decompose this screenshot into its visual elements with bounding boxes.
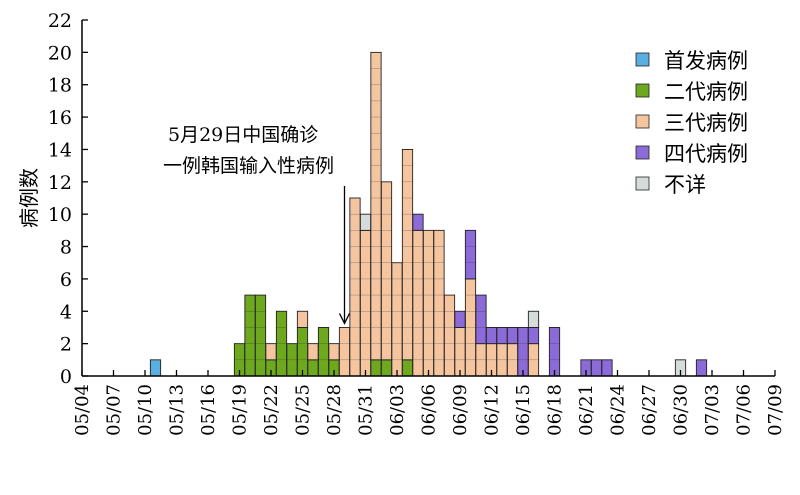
bar-segment-series-3 bbox=[695, 359, 708, 377]
bar-segment-series-2 bbox=[443, 294, 456, 377]
x-tick-label: 07/06 bbox=[734, 384, 755, 436]
bar-segment-series-2 bbox=[338, 327, 351, 377]
bar-segment-series-2 bbox=[380, 181, 393, 361]
bar-segment-series-3 bbox=[485, 327, 498, 345]
x-tick-label: 06/09 bbox=[450, 384, 471, 436]
bar-segment-series-3 bbox=[527, 327, 540, 345]
bar-segment-series-3 bbox=[464, 229, 477, 280]
bar-segment-series-3 bbox=[548, 327, 561, 377]
bar-segment-series-3 bbox=[590, 359, 603, 377]
bar-segment-series-3 bbox=[454, 310, 466, 328]
bar-segment-series-3 bbox=[475, 294, 487, 345]
bar-segment-series-2 bbox=[349, 197, 361, 377]
legend-swatch bbox=[635, 52, 650, 67]
y-tick-label: 2 bbox=[60, 334, 72, 356]
legend-label: 四代病例 bbox=[664, 142, 748, 166]
bar-segment-series-2 bbox=[265, 343, 277, 361]
legend-label: 二代病例 bbox=[664, 80, 748, 104]
bar-segment-series-2 bbox=[370, 51, 382, 361]
x-tick-label: 06/24 bbox=[608, 384, 629, 436]
bar-segment-series-1 bbox=[307, 359, 319, 377]
bar-segment-series-2 bbox=[401, 149, 414, 361]
bar-segment-series-3 bbox=[506, 327, 519, 345]
bar-segment-series-1 bbox=[370, 359, 382, 377]
bar-segment-series-2 bbox=[412, 229, 424, 377]
x-tick-label: 06/12 bbox=[482, 384, 503, 436]
x-tick-label: 06/03 bbox=[387, 384, 408, 436]
x-tick-label: 05/04 bbox=[72, 384, 93, 436]
y-tick-label: 8 bbox=[60, 237, 72, 259]
x-tick-label: 06/21 bbox=[576, 384, 597, 436]
bar-segment-series-1 bbox=[254, 294, 267, 377]
annotation-line-1: 5月29日中国确诊 bbox=[168, 124, 318, 146]
bar-segment-series-2 bbox=[359, 229, 372, 377]
legend-label: 首发病例 bbox=[664, 49, 748, 73]
y-tick-label: 0 bbox=[60, 366, 72, 388]
x-tick-label: 06/30 bbox=[671, 384, 692, 436]
legend-swatch bbox=[635, 83, 650, 98]
legend-label: 不详 bbox=[664, 173, 706, 197]
x-tick-label: 06/18 bbox=[545, 384, 566, 436]
y-tick-label: 4 bbox=[60, 301, 72, 323]
annotation-arrow-head bbox=[338, 313, 351, 325]
legend-swatch bbox=[635, 176, 650, 191]
bar-segment-series-3 bbox=[496, 327, 508, 345]
y-tick-label: 20 bbox=[48, 42, 72, 64]
bar-segment-series-0 bbox=[149, 359, 162, 377]
y-tick-label: 10 bbox=[48, 204, 72, 226]
legend-swatch bbox=[635, 114, 650, 129]
y-axis-label: 病例数 bbox=[17, 168, 41, 228]
x-tick-label: 05/19 bbox=[230, 384, 251, 436]
x-tick-label: 05/13 bbox=[167, 384, 188, 436]
bar-segment-series-1 bbox=[380, 359, 393, 377]
bar-segment-series-3 bbox=[601, 359, 613, 377]
x-tick-label: 07/03 bbox=[702, 384, 723, 436]
bar-segment-series-1 bbox=[401, 359, 414, 377]
legend-label: 三代病例 bbox=[664, 111, 748, 135]
x-tick-label: 05/16 bbox=[198, 384, 219, 436]
bar-segment-series-1 bbox=[244, 294, 256, 377]
legend-swatch bbox=[635, 145, 650, 160]
x-tick-label: 06/06 bbox=[419, 384, 440, 436]
y-tick-label: 16 bbox=[48, 107, 72, 129]
bar-segment-series-3 bbox=[412, 213, 424, 231]
x-tick-label: 05/22 bbox=[261, 384, 282, 436]
y-tick-label: 12 bbox=[48, 172, 72, 194]
x-tick-label: 06/15 bbox=[513, 384, 534, 436]
bar-segment-series-4 bbox=[359, 213, 372, 231]
bar-segment-series-2 bbox=[422, 229, 435, 377]
x-tick-label: 05/25 bbox=[293, 384, 314, 436]
x-tick-label: 05/07 bbox=[104, 384, 125, 436]
x-tick-label: 05/28 bbox=[324, 384, 345, 436]
x-tick-label: 05/31 bbox=[356, 384, 377, 436]
bar-segment-series-2 bbox=[328, 343, 340, 361]
x-tick-label: 05/10 bbox=[135, 384, 156, 436]
bar-segment-series-1 bbox=[317, 327, 330, 377]
annotation-line-2: 一例韩国输入性病例 bbox=[163, 155, 334, 177]
bar-segment-series-4 bbox=[527, 310, 540, 328]
x-tick-label: 07/09 bbox=[765, 384, 786, 436]
bar-segment-series-3 bbox=[517, 327, 529, 377]
y-tick-label: 14 bbox=[48, 139, 72, 161]
bar-segment-series-2 bbox=[296, 310, 309, 328]
bar-segment-series-1 bbox=[296, 327, 309, 377]
bar-segment-series-2 bbox=[433, 229, 445, 377]
y-tick-label: 6 bbox=[60, 269, 72, 291]
x-tick-label: 06/27 bbox=[639, 384, 660, 436]
bar-segment-series-2 bbox=[454, 327, 466, 377]
y-tick-label: 22 bbox=[48, 10, 72, 32]
bar-segment-series-2 bbox=[391, 262, 403, 377]
y-tick-label: 18 bbox=[48, 75, 72, 97]
bar-segment-series-2 bbox=[307, 343, 319, 361]
